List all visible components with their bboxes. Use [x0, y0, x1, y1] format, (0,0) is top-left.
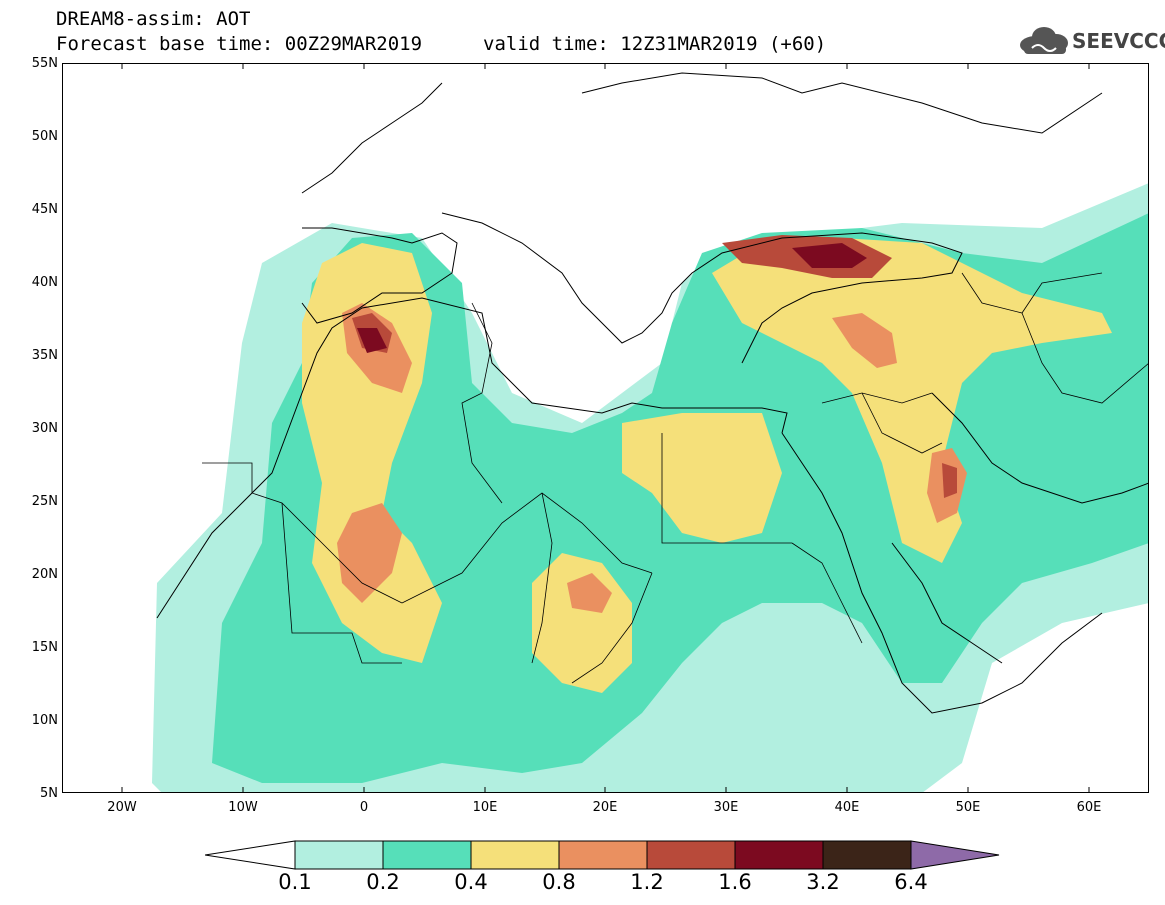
coastlines — [156, 72, 1149, 714]
colorbar-label-3: 0.8 — [542, 870, 576, 894]
lat-label-25n: 25N — [31, 494, 58, 509]
colorbar-label-7: 6.4 — [894, 870, 928, 894]
lat-label-55n: 55N — [31, 56, 58, 71]
colorbar-bin-6 — [822, 840, 912, 870]
colorbar-label-0: 0.1 — [278, 870, 312, 894]
lat-label-5n: 5N — [40, 786, 58, 801]
lat-label-40n: 40N — [31, 275, 58, 290]
lon-label-50e: 50E — [955, 800, 981, 815]
lat-label-50n: 50N — [31, 129, 58, 144]
lon-label-20e: 20E — [592, 800, 618, 815]
lon-label-0: 0 — [359, 800, 369, 815]
colorbar-label-1: 0.2 — [366, 870, 400, 894]
aot-shading — [152, 183, 1149, 793]
lat-label-15n: 15N — [31, 640, 58, 655]
colorbar-bin-3 — [558, 840, 648, 870]
lon-label-40e: 40E — [834, 800, 860, 815]
forecast-base-time: Forecast base time: 00Z29MAR2019 — [56, 33, 423, 55]
lon-label-30e: 30E — [713, 800, 739, 815]
cloud-logo-icon — [1020, 27, 1068, 54]
lat-label-20n: 20N — [31, 567, 58, 582]
colorbar-label-4: 1.2 — [630, 870, 664, 894]
colorbar-label-6: 3.2 — [806, 870, 840, 894]
aot-map[interactable] — [62, 63, 1149, 793]
lon-label-20w: 20W — [107, 800, 137, 815]
lon-label-60e: 60E — [1076, 800, 1102, 815]
colorbar-bin-5 — [734, 840, 824, 870]
colorbar-bin-4 — [646, 840, 736, 870]
borders — [202, 272, 1149, 684]
colorbar-label-5: 1.6 — [718, 870, 752, 894]
lat-label-45n: 45N — [31, 202, 58, 217]
colorbar-high-arrow — [910, 840, 1000, 870]
logo-text: SEEVCCC — [1072, 29, 1165, 53]
lon-label-10e: 10E — [472, 800, 498, 815]
map-title: DREAM8-assim: AOT — [56, 8, 251, 30]
lat-label-35n: 35N — [31, 348, 58, 363]
colorbar-bin-2 — [470, 840, 560, 870]
colorbar-label-2: 0.4 — [454, 870, 488, 894]
lat-label-10n: 10N — [31, 713, 58, 728]
valid-time: valid time: 12Z31MAR2019 (+60) — [483, 33, 827, 55]
colorbar-bin-1 — [382, 840, 472, 870]
lat-label-30n: 30N — [31, 421, 58, 436]
colorbar-bin-0 — [294, 840, 384, 870]
lon-label-10w: 10W — [228, 800, 258, 815]
colorbar-low-arrow — [205, 840, 296, 870]
colorbar — [205, 840, 1000, 870]
